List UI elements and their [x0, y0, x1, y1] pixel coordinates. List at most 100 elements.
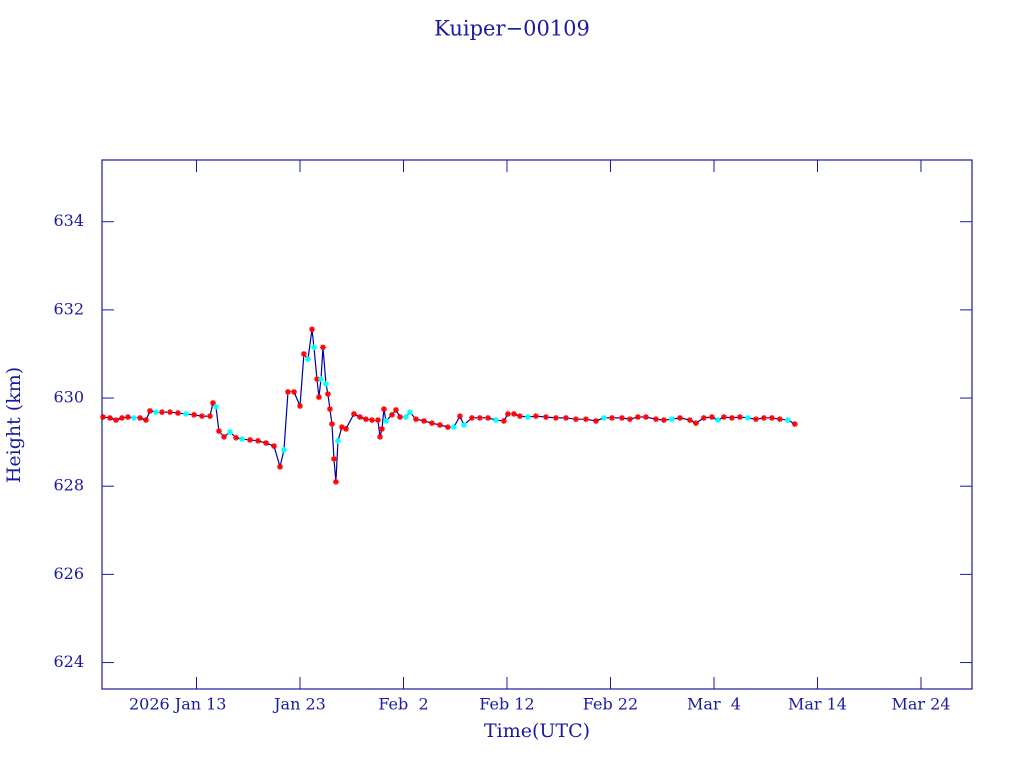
data-point: [342, 425, 349, 432]
data-point: [112, 417, 119, 424]
data-point: [221, 433, 228, 440]
x-axis-label: Time(UTC): [484, 720, 590, 742]
data-point: [791, 421, 798, 428]
data-point: [338, 424, 345, 431]
x-tick-label: Feb 22: [583, 695, 638, 714]
data-point: [468, 414, 475, 421]
data-point: [118, 414, 125, 421]
y-tick-label: 632: [53, 299, 84, 318]
data-point: [212, 403, 219, 410]
data-point: [686, 417, 693, 424]
data-point: [542, 414, 549, 421]
data-point: [350, 410, 357, 417]
data-point: [254, 437, 261, 444]
data-point: [492, 417, 499, 424]
x-tick-label: Mar 14: [788, 695, 847, 714]
data-point: [174, 410, 181, 417]
data-point: [456, 413, 463, 420]
data-point: [552, 414, 559, 421]
data-point: [692, 420, 699, 427]
data-point: [191, 411, 198, 418]
data-point: [600, 414, 607, 421]
data-point: [263, 440, 270, 447]
data-point: [392, 406, 399, 413]
data-point: [124, 414, 131, 421]
data-point: [315, 394, 322, 401]
data-point: [668, 416, 675, 423]
data-point: [524, 414, 531, 421]
data-point: [356, 414, 363, 421]
data-point: [714, 417, 721, 424]
data-point: [412, 416, 419, 423]
data-point: [428, 420, 435, 427]
x-tick-label: Feb 2: [378, 695, 428, 714]
data-point: [300, 350, 307, 357]
data-point: [100, 414, 107, 421]
x-tick-label: Feb 12: [479, 695, 534, 714]
data-point: [326, 406, 333, 413]
data-point: [106, 414, 113, 421]
plot-frame: [101, 159, 973, 690]
data-point: [562, 414, 569, 421]
data-point: [313, 376, 320, 383]
data-point: [618, 414, 625, 421]
data-point: [736, 414, 743, 421]
data-point: [378, 425, 385, 432]
data-point: [328, 421, 335, 428]
data-point: [744, 414, 751, 421]
data-point: [296, 402, 303, 409]
data-point: [572, 416, 579, 423]
data-point: [420, 417, 427, 424]
data-point: [582, 416, 589, 423]
data-point: [510, 410, 517, 417]
data-point: [608, 414, 615, 421]
chart-title: Kuiper−00109: [434, 17, 590, 41]
data-point: [700, 414, 707, 421]
data-point: [136, 414, 143, 421]
data-point: [768, 414, 775, 421]
data-point: [460, 421, 467, 428]
data-point: [634, 414, 641, 421]
data-point: [484, 414, 491, 421]
data-point: [728, 414, 735, 421]
data-point: [374, 417, 381, 424]
data-point: [330, 455, 337, 462]
data-point: [290, 388, 297, 395]
y-tick-label: 634: [53, 211, 84, 230]
data-point: [376, 433, 383, 440]
data-point: [382, 417, 389, 424]
data-point: [504, 410, 511, 417]
data-point: [271, 443, 278, 450]
data-point: [247, 436, 254, 443]
data-point: [319, 344, 326, 351]
data-point: [676, 414, 683, 421]
data-point: [322, 380, 329, 387]
x-tick-label: Mar 4: [687, 695, 741, 714]
y-axis-label: Height (km): [3, 367, 25, 483]
data-point: [332, 478, 339, 485]
y-tick-label: 624: [53, 652, 84, 671]
data-point: [142, 417, 149, 424]
data-point: [760, 414, 767, 421]
data-point: [476, 414, 483, 421]
y-tick-label: 628: [53, 476, 84, 495]
data-point: [626, 416, 633, 423]
x-tick-label: 2026 Jan 13: [129, 695, 227, 714]
data-point: [324, 391, 331, 398]
data-point: [592, 417, 599, 424]
data-point: [444, 424, 451, 431]
data-point: [362, 416, 369, 423]
data-point: [642, 414, 649, 421]
data-point: [198, 413, 205, 420]
data-point: [304, 356, 311, 363]
x-tick-label: Jan 23: [272, 695, 326, 714]
data-point: [380, 406, 387, 413]
data-point: [532, 413, 539, 420]
x-tick-label: Mar 24: [891, 695, 950, 714]
data-point: [277, 463, 284, 470]
data-point: [406, 409, 413, 416]
data-point: [239, 436, 246, 443]
data-point: [310, 344, 317, 351]
data-point: [396, 414, 403, 421]
